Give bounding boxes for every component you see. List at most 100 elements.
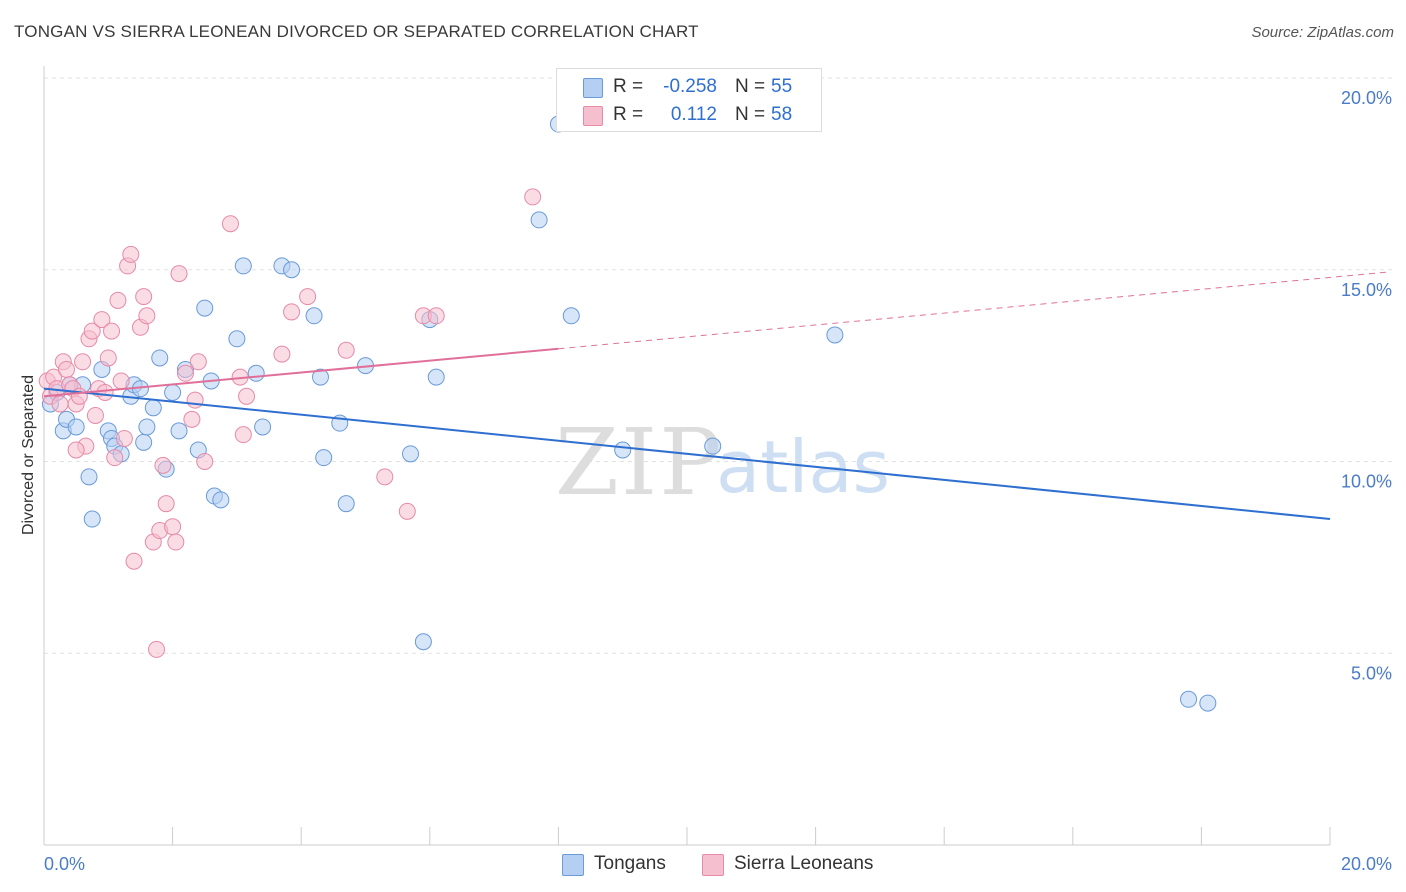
sierra-leonean-point-23 <box>112 372 130 390</box>
legend-r-value: 0.112 <box>670 104 717 125</box>
sierra-leonean-point-51 <box>337 341 355 359</box>
sierra-leonean-point-35 <box>157 495 175 513</box>
sierra-leonean-point-36 <box>164 518 182 536</box>
sierra-leonean-point-19 <box>99 349 117 367</box>
watermark-zip: ZIP <box>555 409 723 516</box>
sierra-leonean-point-37 <box>167 533 185 551</box>
grid-lines <box>44 77 1392 654</box>
y-axis-label: Divorced or Separated <box>20 375 37 535</box>
legend-n-label: N = <box>735 76 766 97</box>
tongan-point-32 <box>247 364 265 382</box>
legend-n-label: N = <box>735 104 766 125</box>
x-tick-labels: 0.0% 20.0% <box>44 854 1392 874</box>
tongan-point-19 <box>144 399 162 417</box>
tongan-point-7 <box>80 468 98 486</box>
tongan-point-42 <box>402 445 420 463</box>
source-label: Source: ZipAtlas.com <box>1251 24 1394 41</box>
sierra-leonean-point-56 <box>524 188 542 206</box>
tongan-point-29 <box>212 491 230 509</box>
legend-label-sierra-leoneans: Sierra Leoneans <box>734 853 874 874</box>
tongan-point-18 <box>138 418 156 436</box>
tongan-point-43 <box>414 633 432 651</box>
tongan-point-30 <box>228 330 246 348</box>
tongan-point-38 <box>315 449 333 467</box>
y-tick-label-2: 15.0% <box>1341 280 1392 300</box>
tongan-point-45 <box>427 368 445 386</box>
tongan-point-48 <box>562 307 580 325</box>
sierra-leonean-point-14 <box>83 322 101 340</box>
sierra-leonean-point-46 <box>234 426 252 444</box>
y-tick-labels: 5.0% 10.0% 15.0% 20.0% <box>1341 88 1392 683</box>
sierra-leonean-trend-extension <box>558 271 1391 350</box>
sierra-leonean-swatch <box>583 106 603 126</box>
tongan-point-35 <box>283 261 301 279</box>
sierra-leonean-points <box>38 188 542 658</box>
sierra-leonean-point-20 <box>103 322 121 340</box>
legend-row-sierra-leoneans: R = 0.112 N = 58 <box>557 101 821 129</box>
tongan-point-52 <box>1180 690 1198 708</box>
tongan-point-46 <box>530 211 548 229</box>
tongan-point-23 <box>170 422 188 440</box>
sierra-leonean-point-34 <box>154 456 172 474</box>
sierra-leonean-point-50 <box>299 288 317 306</box>
legend-r-label: R = <box>613 76 644 97</box>
chart-title: TONGAN VS SIERRA LEONEAN DIVORCED OR SEP… <box>14 22 699 41</box>
legend-label-tongans: Tongans <box>594 853 666 874</box>
sierra-leonean-point-43 <box>196 453 214 470</box>
sierra-leonean-point-18 <box>96 383 114 401</box>
tongan-point-40 <box>337 495 355 513</box>
x-tick-label-0: 0.0% <box>44 854 85 874</box>
tongan-point-17 <box>135 433 153 451</box>
sierra-leonean-point-15 <box>86 406 104 424</box>
watermark: ZIP atlas <box>555 409 890 516</box>
sierra-leonean-point-22 <box>109 291 127 309</box>
sierra-leonean-point-6 <box>58 360 76 378</box>
tongan-point-37 <box>311 368 329 386</box>
sierra-leonean-point-32 <box>148 640 166 658</box>
tongan-point-20 <box>151 349 169 367</box>
tongan-point-49 <box>614 441 632 459</box>
sierra-leonean-point-26 <box>122 245 140 263</box>
sierra-leonean-trend-line <box>43 347 559 398</box>
y-tick-label-3: 20.0% <box>1341 88 1392 108</box>
sierra-leonean-point-49 <box>283 303 301 321</box>
x-tick-label-1: 20.0% <box>1341 854 1392 874</box>
y-tick-label-0: 5.0% <box>1351 663 1392 683</box>
sierra-leonean-swatch <box>702 854 724 876</box>
sierra-leonean-point-55 <box>427 307 445 325</box>
axes <box>43 66 1331 846</box>
sierra-leonean-point-47 <box>238 387 256 405</box>
sierra-leonean-point-38 <box>170 265 188 283</box>
sierra-leonean-point-44 <box>221 215 239 233</box>
sierra-leonean-point-52 <box>376 468 394 486</box>
tongan-point-8 <box>83 510 101 528</box>
sierra-leonean-point-42 <box>189 353 207 371</box>
tongan-point-36 <box>305 307 323 325</box>
tongan-point-26 <box>196 299 214 317</box>
legend-r-label: R = <box>613 104 644 125</box>
tongan-point-50 <box>704 437 722 455</box>
sierra-leonean-point-24 <box>115 429 133 447</box>
tongan-point-33 <box>254 418 272 436</box>
y-tick-label-1: 10.0% <box>1341 472 1392 492</box>
tongan-trend-line <box>43 387 1331 521</box>
sierra-leonean-point-17 <box>93 311 111 329</box>
sierra-leonean-point-29 <box>135 288 153 306</box>
sierra-leonean-point-4 <box>51 395 69 413</box>
series-legend: Tongans Sierra Leoneans <box>0 852 1406 878</box>
trend-lines <box>43 271 1391 521</box>
tongan-swatch <box>583 78 603 98</box>
legend-n-value: 58 <box>771 104 793 125</box>
tongan-point-31 <box>234 257 252 275</box>
watermark-atlas: atlas <box>716 425 890 509</box>
tongan-point-22 <box>164 383 182 401</box>
tongan-point-53 <box>1199 694 1217 712</box>
sierra-leonean-point-48 <box>273 345 291 363</box>
stats-legend: R = -0.258 N = 55 R = 0.112 N = 58 <box>556 68 822 132</box>
sierra-leonean-point-39 <box>176 364 194 382</box>
legend-n-value: 55 <box>771 76 793 97</box>
sierra-leonean-point-30 <box>138 307 156 325</box>
legend-r-value: -0.258 <box>663 76 717 97</box>
sierra-leonean-point-57 <box>67 441 85 459</box>
